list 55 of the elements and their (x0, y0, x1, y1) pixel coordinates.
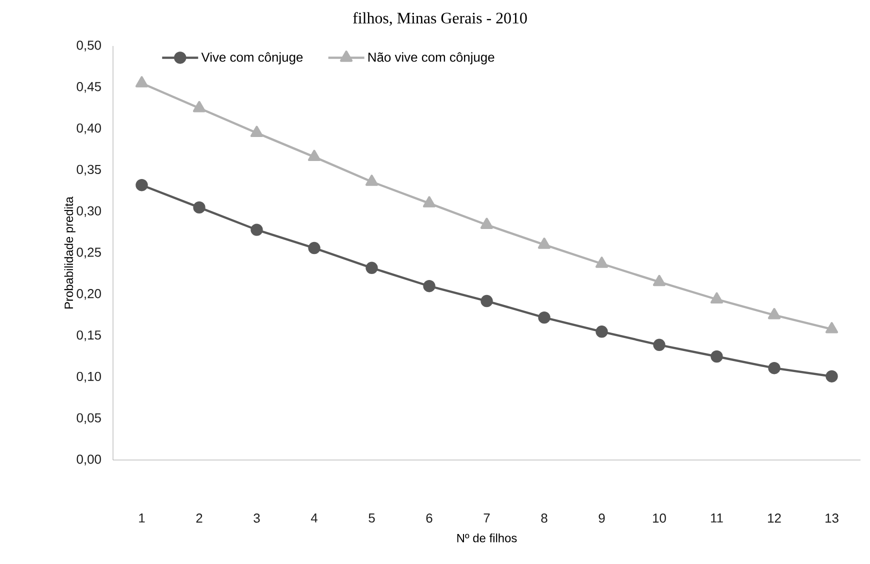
x-tick-label: 9 (598, 514, 605, 523)
point (365, 174, 378, 186)
point (768, 362, 780, 374)
x-tick-label: 11 (711, 514, 723, 522)
y-tick-label: 0,05 (76, 413, 101, 424)
point (135, 76, 148, 88)
point (596, 326, 608, 338)
point (480, 218, 494, 229)
x-tick-label: 10 (653, 514, 666, 523)
y-tick-label: 0,20 (76, 289, 101, 300)
chart-title: filhos, Minas Gerais - 2010 (353, 12, 527, 26)
point (136, 179, 148, 192)
point (308, 242, 320, 254)
y-axis-title: Probabilidade predita (64, 196, 76, 309)
y-tick-label: 0,35 (76, 164, 101, 176)
x-tick-label: 1 (139, 514, 145, 522)
point (480, 294, 493, 308)
point (652, 274, 666, 286)
point (423, 280, 436, 292)
legend-label: Vive com cônjuge (201, 52, 303, 64)
x-tick-label: 6 (426, 514, 432, 523)
point (308, 150, 321, 162)
point (710, 350, 723, 363)
y-tick-label: 0,30 (76, 206, 101, 217)
legend-label: Não vive com cônjuge (368, 52, 494, 64)
y-tick-label: 0,40 (76, 123, 101, 134)
point (653, 338, 666, 352)
point (825, 322, 838, 334)
y-tick-label: 0,45 (76, 82, 101, 93)
y-tick-label: 0,25 (76, 248, 101, 258)
x-tick-label: 8 (541, 514, 548, 523)
x-tick-label: 7 (484, 514, 490, 522)
x-tick-label: 5 (368, 514, 375, 523)
x-tick-label: 4 (310, 514, 318, 522)
point (192, 101, 206, 112)
point (595, 256, 608, 268)
x-axis-title: Nº de filhos (457, 534, 517, 542)
point (710, 292, 724, 304)
y-tick-label: 0,10 (76, 372, 101, 383)
x-tick-label: 12 (768, 514, 781, 523)
y-tick-label: 0,15 (76, 330, 101, 342)
point (538, 238, 551, 249)
point (250, 126, 264, 138)
y-tick-label: 0,00 (76, 454, 101, 466)
point (250, 224, 263, 236)
x-tick-label: 2 (196, 514, 202, 523)
point (768, 308, 781, 320)
x-tick-label: 3 (254, 514, 260, 523)
x-tick-label: 13 (826, 514, 838, 523)
y-tick-label: 0,50 (76, 40, 101, 52)
point (366, 262, 378, 274)
point (193, 201, 206, 214)
point (422, 196, 436, 208)
point (538, 311, 550, 324)
point (826, 370, 838, 382)
